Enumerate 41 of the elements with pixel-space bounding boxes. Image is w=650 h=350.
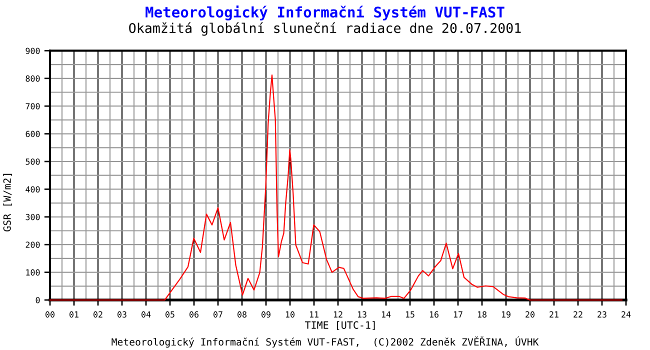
x-tick-label: 19 (502, 311, 510, 318)
x-tick-label: 12 (334, 311, 342, 318)
chart-title: Meteorologický Informační Systém VUT-FAST (146, 6, 504, 20)
x-tick-label: 04 (142, 311, 151, 318)
x-tick-label: 16 (430, 311, 438, 318)
y-tick-label: 800 (26, 75, 40, 82)
y-tick-label: 400 (26, 186, 40, 193)
x-tick-label: 06 (190, 311, 198, 318)
x-tick-label: 08 (238, 311, 246, 318)
y-tick-label: 500 (26, 158, 40, 165)
chart-subtitle: Okamžitá globální sluneční radiace dne 20.07.2001 (129, 22, 521, 36)
x-tick-label: 05 (166, 311, 174, 318)
y-tick-label: 300 (26, 214, 40, 220)
x-tick-label: 07 (214, 311, 222, 318)
x-tick-label: 14 (382, 311, 391, 318)
x-tick-label: 15 (406, 311, 414, 318)
x-tick-label: 22 (574, 311, 582, 318)
x-tick-label: 23 (598, 311, 606, 318)
text: Meteorologický Informační Systém VUT-FAST, (C)2002 Zdeněk ZVĚŘINA, ÚVHK (112, 336, 539, 348)
line-series (49, 74, 622, 301)
x-tick-label: 10 (286, 311, 294, 318)
y-tick-label: 900 (26, 48, 40, 54)
y-axis-title: GSR [W/m2] (3, 174, 12, 232)
y-tick-label: 700 (26, 103, 40, 110)
y-tick-label: 200 (26, 242, 40, 248)
x-tick-label: 00 (46, 311, 54, 318)
y-tick-label: 600 (26, 130, 40, 138)
x-tick-label: 13 (358, 311, 366, 318)
x-tick-label: 03 (118, 311, 126, 318)
x-axis-title: TIME [UTC-1] (304, 321, 375, 330)
x-tick-label: 11 (310, 311, 318, 318)
y-tick-label: 0 (36, 297, 40, 304)
x-tick-label: 01 (70, 311, 78, 318)
x-tick-label: 18 (478, 311, 486, 318)
x-tick-label: 02 (94, 311, 102, 318)
x-tick-label: 20 (526, 311, 534, 318)
x-tick-label: 09 (262, 311, 270, 318)
x-tick-label: 17 (454, 311, 462, 318)
x-tick-label: 24 (622, 311, 631, 318)
y-tick-label: 100 (26, 269, 40, 276)
x-tick-label: 21 (550, 311, 558, 318)
